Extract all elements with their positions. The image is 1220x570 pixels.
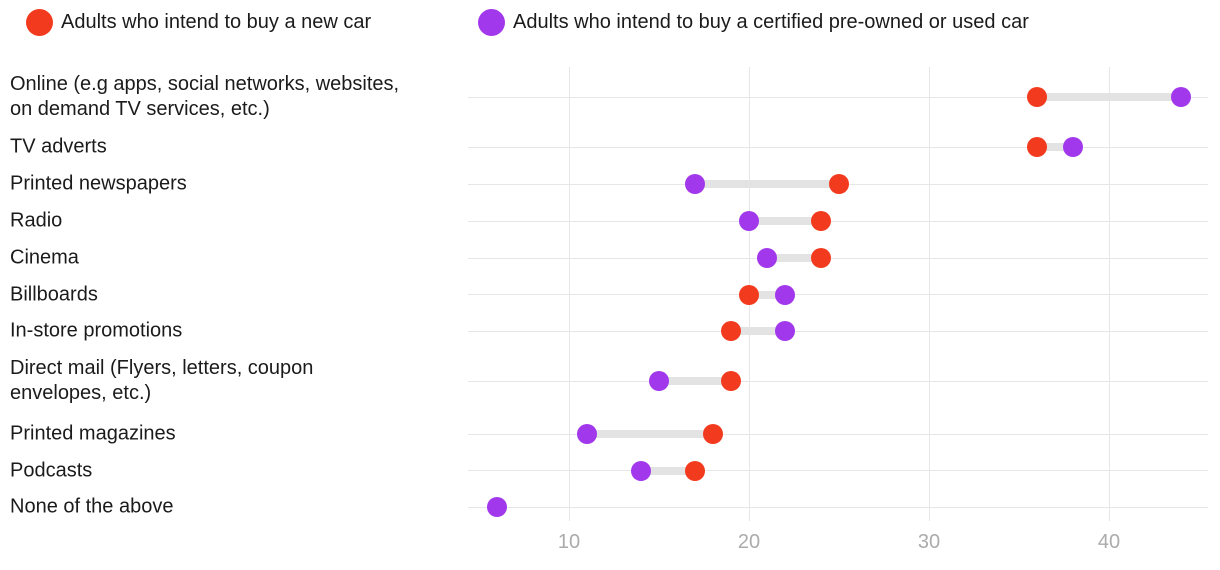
connector-bar <box>659 377 731 385</box>
connector-bar <box>767 254 821 262</box>
dot-used-car <box>757 248 777 268</box>
dot-used-car <box>577 424 597 444</box>
connector-bar <box>641 466 695 475</box>
dot-new-car <box>685 460 705 481</box>
category-label: Cinema <box>10 246 79 269</box>
category-label: In-store promotions <box>10 319 183 342</box>
row-grid-line <box>468 294 1208 295</box>
dot-new-car <box>1027 137 1047 157</box>
connector-bar <box>1037 93 1181 101</box>
dot-new-car <box>721 371 741 391</box>
row-grid-line <box>468 220 1208 222</box>
connector-bar <box>749 290 785 299</box>
legend-item-new-car: Adults who intend to buy a new car <box>26 8 371 36</box>
dot-used-car <box>1171 87 1191 107</box>
legend-dot-new-car-icon <box>26 8 53 36</box>
dot-new-car <box>829 174 849 194</box>
connector-bar <box>749 217 821 225</box>
legend-label-new-car: Adults who intend to buy a new car <box>61 11 372 33</box>
dot-used-car <box>775 284 795 305</box>
dot-used-car <box>775 321 795 341</box>
category-label: Billboards <box>10 283 98 305</box>
legend-dot-used-car-icon <box>478 8 505 36</box>
row-grid-line <box>468 96 1208 98</box>
row-grid-line <box>468 146 1208 148</box>
dot-new-car <box>1027 87 1047 107</box>
category-label: Printed magazines <box>10 422 176 445</box>
row-grid-line <box>468 330 1208 332</box>
row-grid-line <box>468 506 1208 508</box>
category-label: TV adverts <box>10 135 107 158</box>
x-tick-label: 30 <box>917 531 941 553</box>
connector-bar <box>695 180 839 188</box>
x-tick-label: 20 <box>737 531 761 553</box>
dot-new-car <box>811 211 831 231</box>
row-grid-line <box>468 380 1208 382</box>
dot-used-car <box>1063 137 1083 157</box>
row-grid-line <box>468 470 1208 471</box>
category-label: Direct mail (Flyers, letters, coupon env… <box>10 357 314 404</box>
category-label: Podcasts <box>10 459 93 481</box>
category-label: Printed newspapers <box>10 172 187 195</box>
connector-bar <box>587 430 713 438</box>
dot-new-car <box>811 248 831 268</box>
category-label: Radio <box>10 209 63 232</box>
dot-new-car <box>721 321 741 341</box>
category-label: Online (e.g apps, social networks, websi… <box>10 73 400 120</box>
dot-new-car <box>703 424 723 444</box>
dot-new-car <box>739 284 759 305</box>
legend-label-used-car: Adults who intend to buy a certified pre… <box>513 11 1029 33</box>
row-grid-line <box>468 433 1208 435</box>
category-label: None of the above <box>10 495 174 518</box>
dot-used-car <box>649 371 669 391</box>
dot-used-car <box>487 497 507 517</box>
dot-used-car <box>739 211 759 231</box>
legend-item-used-car: Adults who intend to buy a certified pre… <box>478 8 1029 36</box>
x-tick-label: 10 <box>557 531 581 553</box>
connector-bar <box>731 327 785 335</box>
dot-used-car <box>631 460 651 481</box>
dot-used-car <box>685 174 705 194</box>
x-tick-label: 40 <box>1097 531 1121 553</box>
connector-bar <box>1037 143 1073 151</box>
row-grid-line <box>468 257 1208 259</box>
